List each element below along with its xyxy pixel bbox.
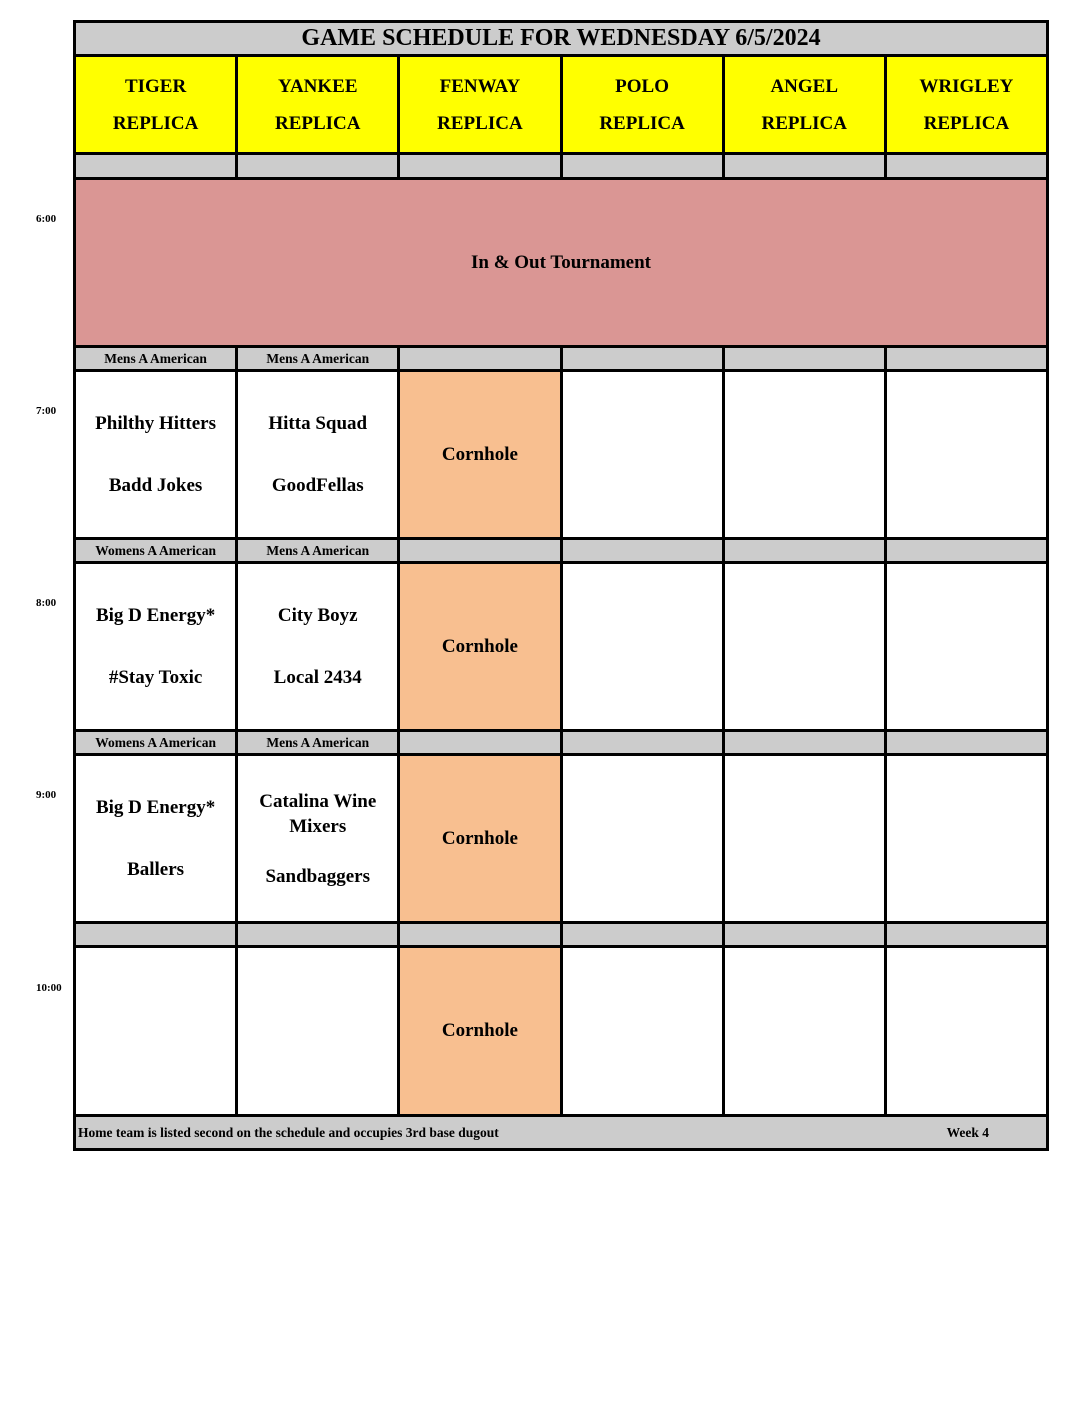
away-team: Big D Energy* [95, 796, 216, 818]
division-label [400, 540, 560, 561]
division-label [724, 732, 884, 753]
time-label: 10:00 [36, 982, 62, 994]
division-label [400, 924, 560, 945]
cornhole-cell: Cornhole [400, 564, 560, 729]
division-label: Womens A American [76, 540, 236, 561]
field-header-wrigley: WRIGLEY REPLICA [886, 57, 1046, 152]
time-label: 8:00 [36, 597, 57, 609]
home-team: Local 2434 [273, 667, 362, 689]
home-team: Badd Jokes [108, 475, 203, 497]
game-cell [886, 564, 1046, 729]
division-label [400, 732, 560, 753]
footer-note: Home team is listed second on the schedu… [78, 1124, 499, 1140]
field-name: YANKEE [277, 75, 358, 97]
footer-bar: Home team is listed second on the schedu… [76, 1117, 1046, 1148]
field-subtitle: REPLICA [923, 112, 1010, 134]
division-label [886, 540, 1046, 561]
field-name: WRIGLEY [919, 75, 1014, 97]
divider-cell [238, 155, 398, 177]
game-cell: Catalina Wine Mixers Sandbaggers [238, 756, 398, 921]
division-label [562, 732, 722, 753]
schedule-table: GAME SCHEDULE FOR WEDNESDAY 6/5/2024 TIG… [73, 20, 1049, 1151]
division-label: Mens A American [238, 540, 398, 561]
home-team: Ballers [127, 859, 185, 881]
division-label [562, 540, 722, 561]
cornhole-cell: Cornhole [400, 948, 560, 1114]
division-label: Mens A American [76, 348, 236, 369]
field-name: ANGEL [770, 75, 839, 97]
game-cell: Philthy Hitters Badd Jokes [76, 372, 236, 537]
home-team: #Stay Toxic [108, 667, 203, 689]
game-cell [562, 756, 722, 921]
divider-cell [76, 155, 236, 177]
game-cell [562, 564, 722, 729]
field-subtitle: REPLICA [761, 112, 847, 134]
home-team: GoodFellas [271, 475, 364, 497]
field-header-fenway: FENWAY REPLICA [400, 57, 560, 152]
game-cell: Big D Energy* #Stay Toxic [76, 564, 236, 729]
division-label [400, 348, 560, 369]
division-label [562, 348, 722, 369]
division-label: Mens A American [238, 348, 398, 369]
division-label [724, 348, 884, 369]
away-team: City Boyz [277, 604, 358, 626]
cornhole-cell: Cornhole [400, 372, 560, 537]
game-cell [724, 372, 884, 537]
division-label [886, 732, 1046, 753]
field-name: FENWAY [439, 75, 521, 97]
divider-cell [724, 155, 884, 177]
game-cell [724, 564, 884, 729]
game-cell: Hitta Squad GoodFellas [238, 372, 398, 537]
divider-cell [562, 155, 722, 177]
division-label [886, 348, 1046, 369]
field-header-angel: ANGEL REPLICA [724, 57, 884, 152]
cornhole-cell: Cornhole [400, 756, 560, 921]
home-team: Sandbaggers [265, 865, 370, 887]
game-cell [724, 756, 884, 921]
divider-cell [886, 155, 1046, 177]
field-subtitle: REPLICA [112, 112, 199, 134]
division-label [76, 924, 236, 945]
division-label [724, 540, 884, 561]
away-team: Big D Energy* [95, 604, 216, 626]
game-cell [238, 948, 398, 1114]
field-header-yankee: YANKEE REPLICA [238, 57, 398, 152]
division-label: Mens A American [238, 732, 398, 753]
time-label: 6:00 [36, 213, 57, 225]
game-cell [724, 948, 884, 1114]
game-cell [562, 948, 722, 1114]
field-header-tiger: TIGER REPLICA [76, 57, 236, 152]
away-team: Philthy Hitters [95, 412, 216, 434]
away-team: Hitta Squad [268, 412, 368, 434]
time-label: 7:00 [36, 405, 57, 417]
time-label: 9:00 [36, 789, 57, 801]
field-header-polo: POLO REPLICA [562, 57, 722, 152]
field-subtitle: REPLICA [599, 112, 685, 134]
field-subtitle: REPLICA [274, 112, 361, 134]
field-subtitle: REPLICA [437, 112, 523, 134]
tournament-banner: In & Out Tournament [76, 180, 1046, 345]
divider-cell [400, 155, 560, 177]
division-label [724, 924, 884, 945]
game-cell [76, 948, 236, 1114]
field-name: TIGER [124, 75, 187, 97]
division-label: Womens A American [76, 732, 236, 753]
game-cell [562, 372, 722, 537]
division-label [238, 924, 398, 945]
field-name: POLO [615, 75, 669, 97]
game-cell [886, 372, 1046, 537]
game-cell [886, 756, 1046, 921]
week-label: Week 4 [946, 1124, 989, 1140]
game-cell: City Boyz Local 2434 [238, 564, 398, 729]
game-cell: Big D Energy* Ballers [76, 756, 236, 921]
schedule-title: GAME SCHEDULE FOR WEDNESDAY 6/5/2024 [76, 23, 1046, 54]
away-team: Catalina Wine Mixers [259, 790, 377, 837]
division-label [886, 924, 1046, 945]
game-cell [886, 948, 1046, 1114]
division-label [562, 924, 722, 945]
